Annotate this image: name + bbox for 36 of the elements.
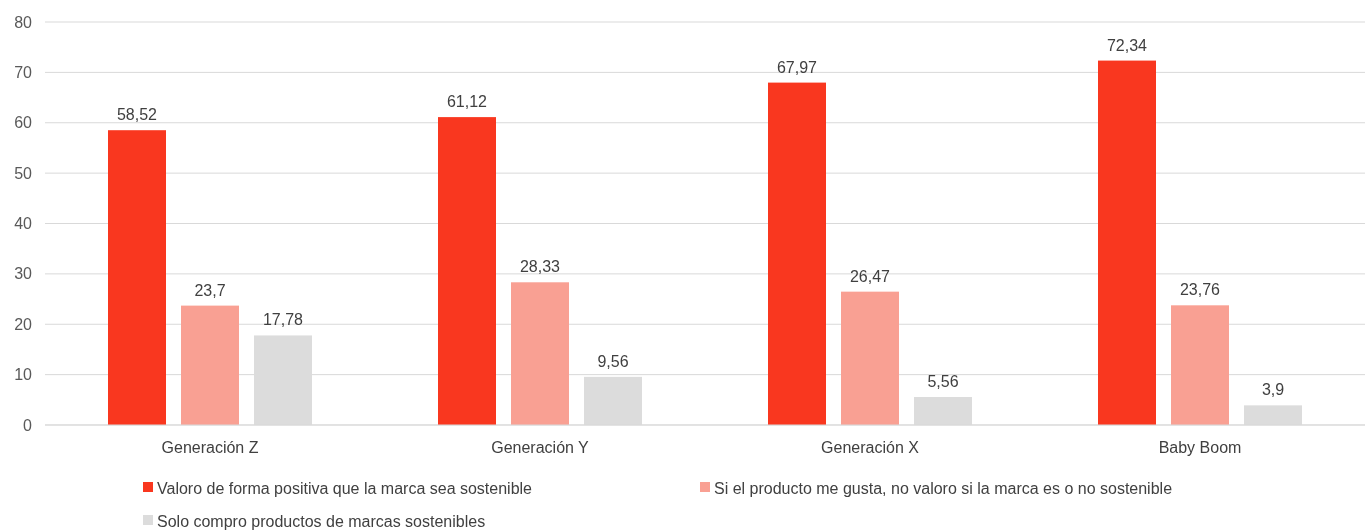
x-tick-label: Baby Boom	[1158, 439, 1242, 456]
bar	[181, 305, 239, 425]
y-tick-label: 10	[14, 366, 33, 384]
data-label: 72,34	[1106, 36, 1148, 54]
bar	[841, 291, 899, 425]
legend-label: Valoro de forma positiva que la marca sea sostenible	[157, 479, 533, 497]
x-tick-label: Generación Z	[161, 439, 259, 456]
y-tick-label: 20	[14, 315, 33, 333]
legend-label: Solo compro productos de marcas sostenibles	[157, 512, 486, 530]
bar	[768, 82, 826, 425]
y-tick-label: 0	[23, 416, 33, 434]
bar	[438, 117, 496, 425]
bar	[1171, 305, 1229, 425]
y-tick-label: 30	[14, 265, 33, 283]
data-label: 23,7	[194, 281, 226, 299]
y-tick-label: 40	[14, 215, 33, 233]
data-label: 17,78	[262, 311, 304, 329]
bar	[108, 130, 166, 425]
data-label: 5,56	[927, 372, 959, 390]
y-tick-label: 70	[14, 63, 33, 81]
y-tick-label: 50	[14, 164, 33, 182]
x-tick-label: Generación Y	[491, 439, 590, 456]
data-label: 61,12	[446, 93, 488, 111]
data-label: 28,33	[519, 258, 561, 276]
legend-label: Si el producto me gusta, no valoro si la marca es o no sostenible	[714, 479, 1173, 497]
y-tick-label: 80	[14, 13, 33, 31]
bar	[511, 282, 569, 425]
data-label: 3,9	[1261, 381, 1285, 399]
data-label: 58,52	[116, 106, 158, 124]
x-tick-label: Generación X	[821, 439, 920, 456]
bar	[1098, 60, 1156, 425]
data-label: 26,47	[849, 267, 891, 285]
y-tick-label: 60	[14, 114, 33, 132]
data-label: 67,97	[776, 58, 818, 76]
data-label: 9,56	[597, 352, 629, 370]
data-label: 23,76	[1179, 281, 1221, 299]
